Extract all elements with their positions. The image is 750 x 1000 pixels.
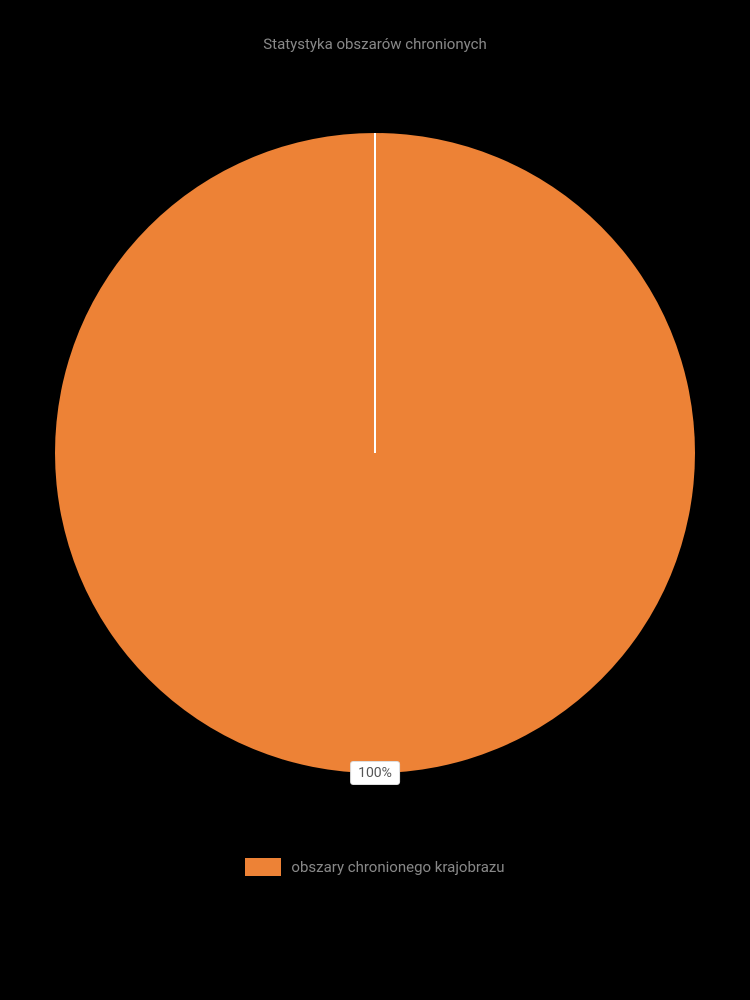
legend-swatch (245, 858, 281, 876)
percent-label: 100% (350, 761, 400, 785)
pie-divider-line (374, 133, 376, 453)
pie-chart: 100% (55, 133, 695, 773)
chart-legend: obszary chronionego krajobrazu (245, 858, 504, 876)
chart-title: Statystyka obszarów chronionych (263, 35, 487, 53)
legend-label: obszary chronionego krajobrazu (291, 858, 504, 876)
